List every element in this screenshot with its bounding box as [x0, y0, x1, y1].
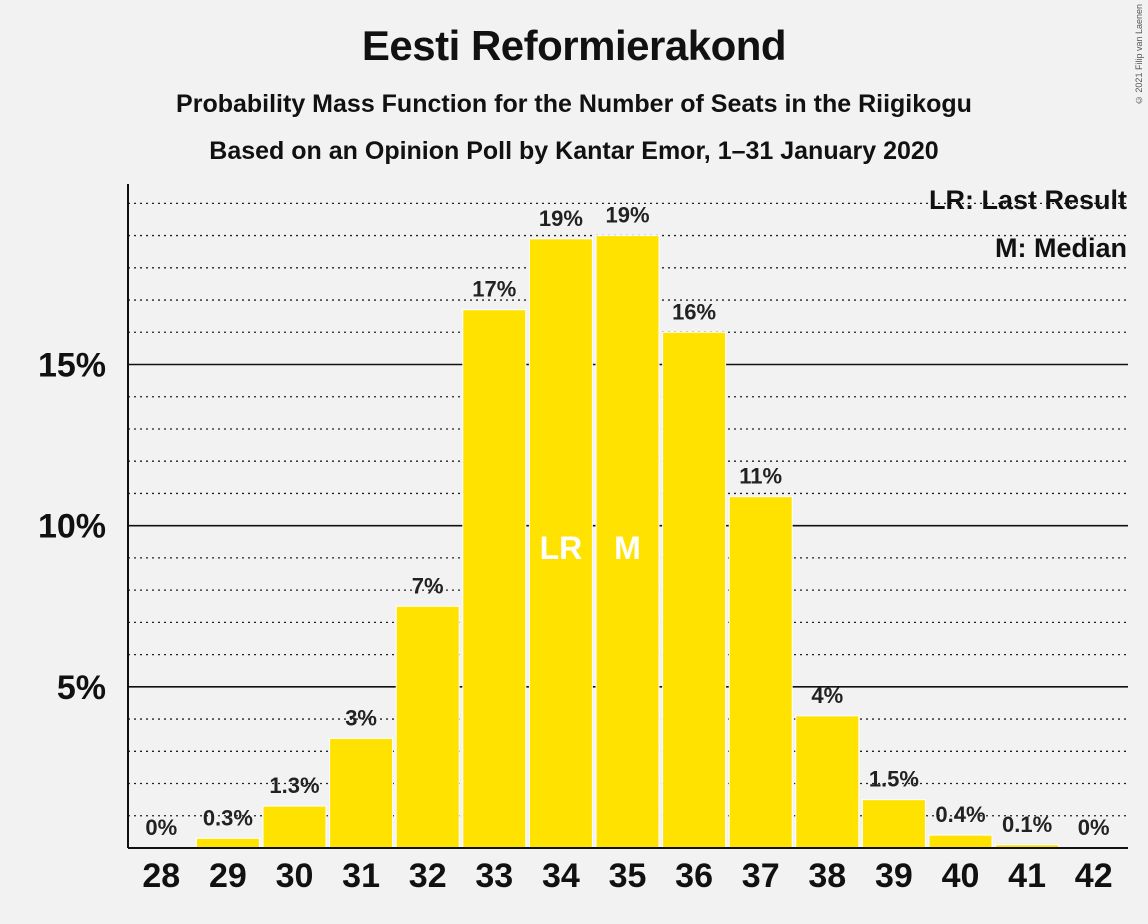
bar: [329, 737, 394, 849]
x-tick-label: 33: [475, 857, 513, 895]
x-tick-label: 29: [209, 857, 247, 895]
x-tick-label: 38: [808, 857, 846, 895]
x-tick-label: 42: [1075, 857, 1113, 895]
chart-title: Eesti Reformierakond: [361, 22, 787, 69]
bar: [528, 238, 593, 849]
x-tick-label: 32: [409, 857, 447, 895]
bar: [928, 834, 993, 849]
data-label: 1.5%: [869, 767, 919, 792]
x-tick-label: 30: [276, 857, 314, 895]
data-label: 16%: [672, 299, 716, 324]
bar: [262, 805, 327, 849]
bar: [395, 605, 460, 849]
x-tick-label: 31: [342, 857, 380, 895]
data-label: 11%: [739, 464, 782, 489]
y-tick-label: 10%: [38, 508, 106, 546]
x-tick-label: 39: [875, 857, 913, 895]
data-label: 0.1%: [1002, 812, 1052, 837]
bar: [662, 331, 727, 849]
y-tick-label: 5%: [57, 669, 106, 707]
x-tick-label: 35: [609, 857, 647, 895]
bar-inner-label: M: [614, 530, 641, 566]
data-label: 0%: [1078, 815, 1110, 840]
bar: [595, 235, 660, 849]
chart-source: Based on an Opinion Poll by Kantar Emor,…: [209, 137, 939, 165]
bar-inner-label: LR: [540, 530, 583, 566]
data-label: 0%: [145, 815, 177, 840]
bar: [195, 837, 260, 849]
bar: [728, 496, 793, 849]
data-label: 3%: [345, 705, 377, 730]
x-tick-label: 40: [942, 857, 980, 895]
data-label: 0.4%: [935, 802, 985, 827]
x-tick-label: 28: [142, 857, 180, 895]
legend-last-result: LR: Last Result: [929, 185, 1127, 215]
data-label: 4%: [811, 683, 843, 708]
data-label: 0.3%: [203, 805, 253, 830]
bar: [462, 309, 527, 849]
data-label: 19%: [605, 203, 649, 228]
x-tick-label: 36: [675, 857, 713, 895]
x-tick-label: 41: [1008, 857, 1046, 895]
y-tick-label: 15%: [38, 347, 106, 385]
data-label: 19%: [539, 206, 583, 231]
bar: [795, 715, 860, 849]
x-tick-label: 34: [542, 857, 580, 895]
chart-subtitle: Probability Mass Function for the Number…: [176, 90, 972, 118]
x-tick-label: 37: [742, 857, 780, 895]
data-label: 1.3%: [269, 773, 319, 798]
labels: 5% 10% 15% 0% 28 0.3% 29 1.3% 30 3% 31 7% 32 17% 33 19%…: [38, 203, 1113, 895]
data-label: 7%: [412, 573, 444, 598]
bar: [861, 799, 926, 849]
data-label: 17%: [472, 277, 516, 302]
axes: [127, 184, 1128, 849]
bars: [195, 235, 1060, 849]
legend-median: M: Median: [995, 233, 1127, 263]
